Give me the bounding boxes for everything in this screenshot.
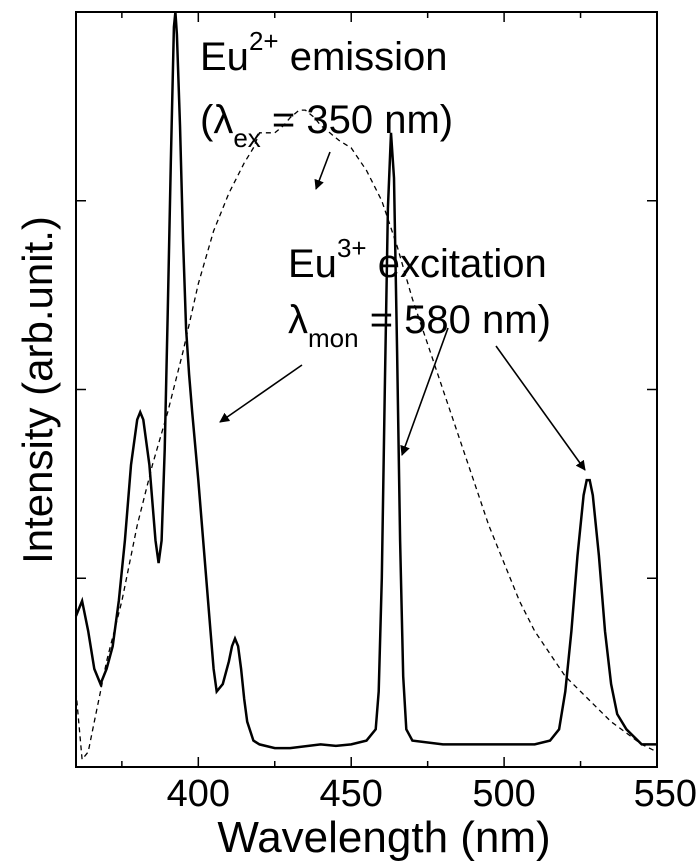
x-axis-ticks: 400 450 500 550: [121, 12, 697, 815]
annotation-lambda-ex: (λex = 350 nm): [200, 98, 453, 153]
arrow-to-465-peak: [400, 327, 449, 456]
x-tick-label: 500: [472, 773, 535, 815]
x-tick-label: 400: [167, 773, 230, 815]
annotation-eu3-excitation: Eu3+ excitation: [288, 233, 547, 286]
arrow-to-emission-curve: [314, 151, 331, 190]
eu3-excitation-dashed-line: [75, 109, 658, 762]
annotation-eu2-emission: Eu2+ emission: [200, 26, 448, 79]
arrow-to-left-dashed: [219, 364, 303, 423]
x-axis-label: Wavelength (nm): [217, 813, 550, 862]
annotation-lambda-mon: λmon = 580 nm): [288, 298, 551, 353]
y-axis-ticks: [76, 200, 657, 579]
eu2-emission-solid-line: [74, 11, 657, 750]
y-axis-label: Intensity (arb.unit.): [14, 216, 61, 564]
arrow-to-525-peak: [495, 345, 586, 471]
x-tick-label: 550: [634, 773, 697, 815]
x-tick-label: 450: [320, 773, 383, 815]
